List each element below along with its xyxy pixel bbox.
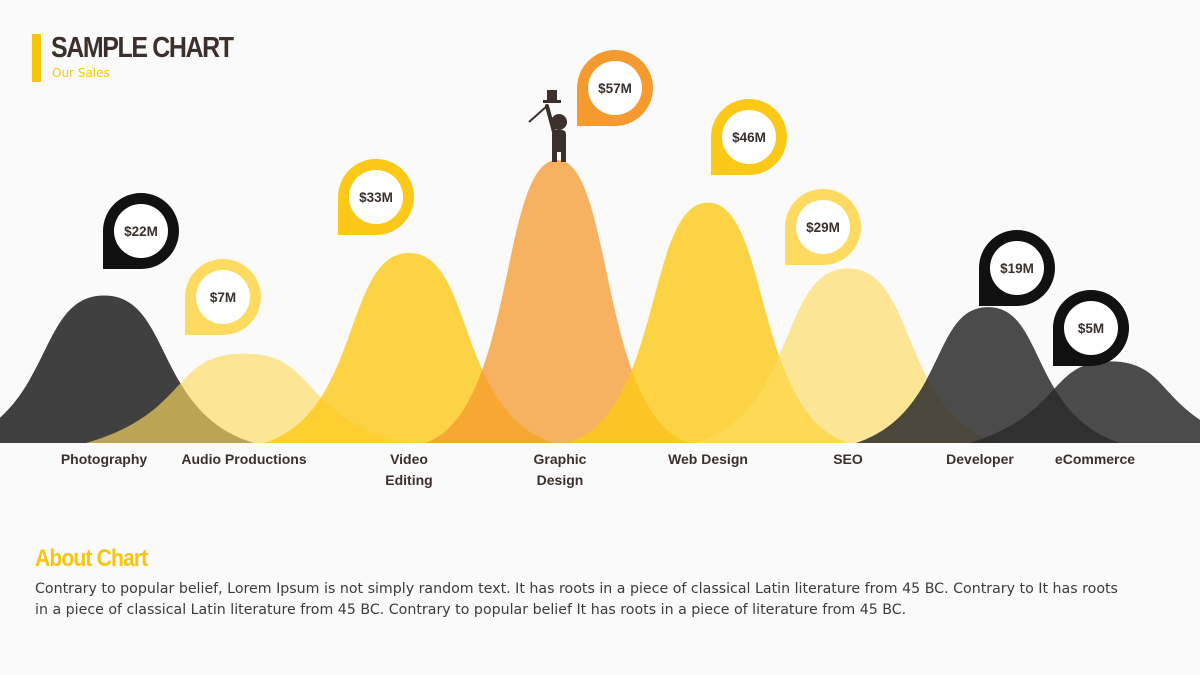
bubbles-layer: $22M $7M $33M $57M $46M $29M $19M $5M [103, 50, 1129, 366]
category-label-1: Photography [61, 451, 148, 467]
about-text: Contrary to popular belief, Lorem Ipsum … [35, 581, 1118, 618]
category-label-3: Editing [385, 472, 432, 488]
value-bubble-4: $57M [577, 50, 653, 126]
title-accent-bar [32, 34, 41, 82]
about-title: About Chart [35, 545, 148, 572]
sales-chart: $22M $7M $33M $57M $46M $29M $19M $5M Photograp… [0, 50, 1200, 540]
category-label-3: Video [390, 451, 428, 467]
hill-ecommerce [970, 361, 1200, 443]
value-bubble-5: $46M [711, 99, 787, 175]
value-bubble-2: $7M [185, 259, 261, 335]
value-bubble-6: $29M [785, 189, 861, 265]
category-label-5: Web Design [668, 451, 748, 467]
value-label-6: $29M [806, 220, 840, 235]
value-bubble-3: $33M [338, 159, 414, 235]
value-label-4: $57M [598, 81, 632, 96]
chart-title: SAMPLE CHART [51, 32, 234, 64]
value-label-8: $5M [1078, 321, 1104, 336]
category-label-4: Graphic [534, 451, 587, 467]
hills-layer [0, 160, 1200, 540]
value-bubble-1: $22M [103, 193, 179, 269]
value-label-3: $33M [359, 190, 393, 205]
value-label-7: $19M [1000, 261, 1034, 276]
value-bubble-8: $5M [1053, 290, 1129, 366]
chart-subtitle: Our Sales [52, 66, 110, 80]
hill-graphic-design [425, 160, 689, 443]
category-labels-layer: Photography Audio Productions Video Editing… [61, 451, 1135, 488]
category-label-6: SEO [833, 451, 863, 467]
value-bubble-7: $19M [979, 230, 1055, 306]
value-label-1: $22M [124, 224, 158, 239]
category-label-2: Audio Productions [181, 451, 306, 467]
value-label-5: $46M [732, 130, 766, 145]
category-label-7: Developer [946, 451, 1014, 467]
category-label-8: eCommerce [1055, 451, 1135, 467]
category-label-4: Design [537, 472, 584, 488]
person-with-top-hat-icon [528, 90, 567, 162]
value-label-2: $7M [210, 290, 236, 305]
